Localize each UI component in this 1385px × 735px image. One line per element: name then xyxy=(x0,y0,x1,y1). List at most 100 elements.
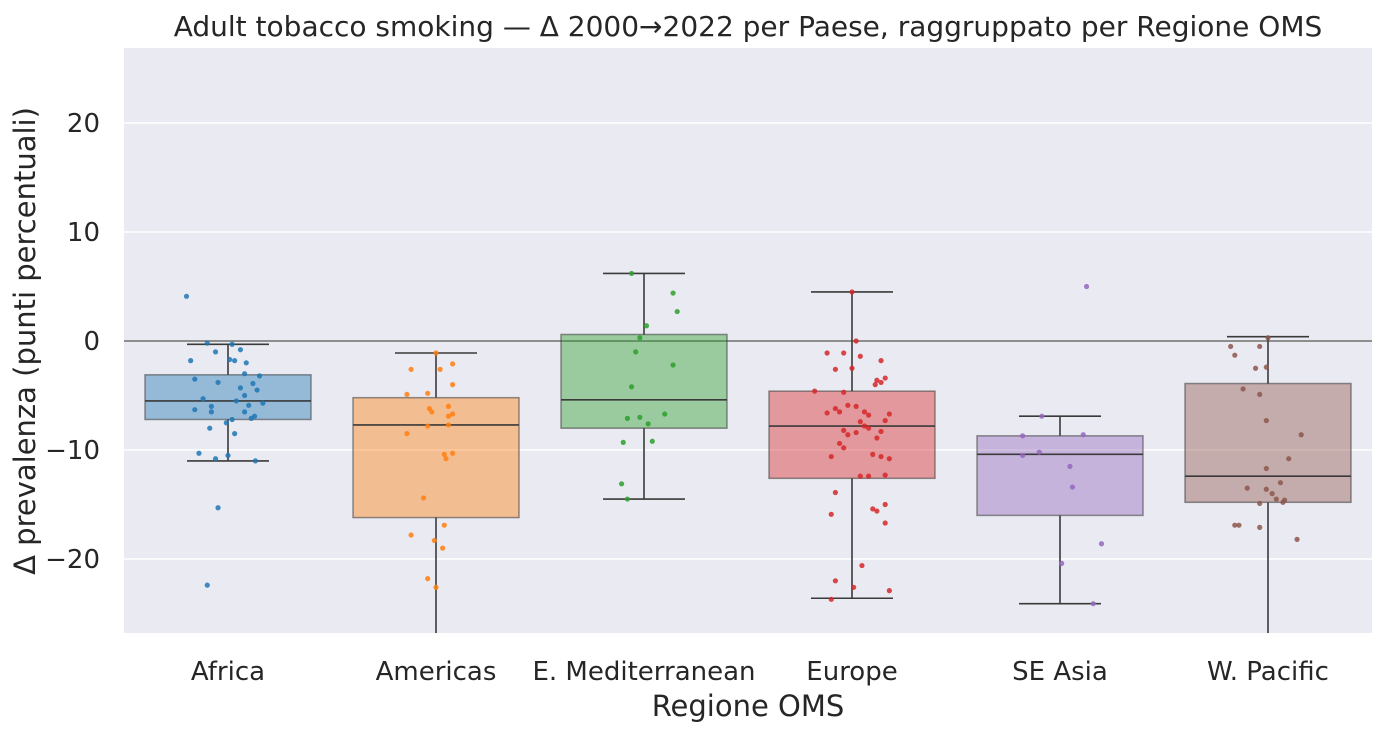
data-point xyxy=(1269,491,1275,497)
data-point xyxy=(429,409,435,415)
data-point xyxy=(1252,365,1259,371)
data-point xyxy=(445,422,452,428)
data-point xyxy=(260,400,266,406)
box-europe xyxy=(768,291,936,600)
data-point xyxy=(874,377,880,383)
data-point xyxy=(1257,343,1263,350)
data-point xyxy=(674,308,680,315)
data-point xyxy=(1020,452,1026,459)
data-point xyxy=(404,431,410,437)
x-tick-labels: Africa Americas E. Mediterranean Europe SE A… xyxy=(191,657,1329,687)
data-point xyxy=(445,413,452,419)
data-point xyxy=(872,382,878,388)
data-point xyxy=(859,562,865,569)
data-point xyxy=(878,428,884,435)
box-iqr xyxy=(352,396,520,519)
data-point xyxy=(832,405,839,412)
data-point xyxy=(450,382,456,388)
data-point xyxy=(870,451,876,457)
data-point xyxy=(857,419,863,425)
data-point xyxy=(849,289,855,295)
data-point xyxy=(874,508,880,514)
data-point xyxy=(445,403,452,409)
y-tick-label: 20 xyxy=(67,109,100,139)
data-point xyxy=(242,392,248,399)
data-point xyxy=(832,578,839,584)
data-point xyxy=(1286,456,1292,462)
data-point xyxy=(849,365,855,371)
data-point xyxy=(1083,283,1090,290)
data-point xyxy=(208,409,214,415)
data-point xyxy=(1039,413,1045,419)
data-point xyxy=(1277,480,1284,486)
box-iqr xyxy=(560,333,728,429)
data-point xyxy=(841,427,847,433)
y-axis-label: Δ prevalenza (punti percentuali) xyxy=(8,107,42,575)
box-africa xyxy=(144,343,312,462)
data-point xyxy=(1036,449,1042,455)
data-point xyxy=(248,415,254,421)
data-point xyxy=(1294,536,1300,542)
data-point xyxy=(649,438,655,444)
data-point xyxy=(237,347,244,353)
data-point xyxy=(628,384,635,390)
data-point xyxy=(441,451,447,457)
data-point xyxy=(1263,465,1269,472)
data-point xyxy=(1298,432,1304,438)
data-point xyxy=(1067,463,1073,469)
data-point xyxy=(824,410,830,416)
data-point xyxy=(1257,500,1263,507)
data-point xyxy=(882,520,888,526)
data-point xyxy=(1059,560,1065,566)
box-iqr xyxy=(976,435,1144,517)
data-point xyxy=(670,290,676,296)
data-point xyxy=(866,425,872,431)
data-point xyxy=(1232,522,1238,528)
y-tick-label: 0 xyxy=(83,327,100,357)
data-point xyxy=(886,411,892,417)
data-point xyxy=(440,545,446,551)
data-point xyxy=(870,506,876,512)
data-point xyxy=(857,473,863,479)
data-point xyxy=(1020,433,1026,439)
data-point xyxy=(1263,417,1269,424)
y-tick-label: −10 xyxy=(45,436,100,466)
strip-points xyxy=(183,270,1304,607)
data-point xyxy=(861,423,868,429)
data-point xyxy=(207,425,213,431)
data-point xyxy=(441,522,447,528)
data-point xyxy=(832,366,839,372)
data-point xyxy=(196,450,202,456)
data-point xyxy=(425,576,431,582)
data-point xyxy=(212,456,219,462)
data-point xyxy=(624,496,631,502)
data-point xyxy=(645,421,651,427)
data-point xyxy=(882,501,888,508)
data-point xyxy=(204,340,210,346)
data-point xyxy=(1236,522,1242,528)
data-point xyxy=(637,335,643,341)
data-point xyxy=(223,420,229,426)
data-point xyxy=(204,582,210,588)
data-point xyxy=(841,350,847,356)
x-tick-label: SE Asia xyxy=(1012,657,1108,687)
data-point xyxy=(878,379,884,386)
x-axis-label: Regione OMS xyxy=(652,689,845,723)
x-tick-label: Europe xyxy=(806,657,897,687)
data-point xyxy=(437,366,443,372)
data-point xyxy=(1263,486,1269,492)
box-americas xyxy=(352,352,520,633)
y-tick-labels: 20 10 0 −10 −20 xyxy=(45,109,100,575)
data-point xyxy=(882,472,888,478)
x-tick-label: W. Pacific xyxy=(1207,657,1329,687)
box-e-mediterranean xyxy=(560,272,728,500)
data-point xyxy=(1098,541,1105,547)
box-w-pacific xyxy=(1184,335,1352,633)
data-point xyxy=(637,414,643,420)
data-point xyxy=(237,385,244,391)
data-point xyxy=(225,452,231,459)
data-point xyxy=(227,356,233,363)
data-point xyxy=(618,481,625,487)
data-point xyxy=(250,380,256,387)
